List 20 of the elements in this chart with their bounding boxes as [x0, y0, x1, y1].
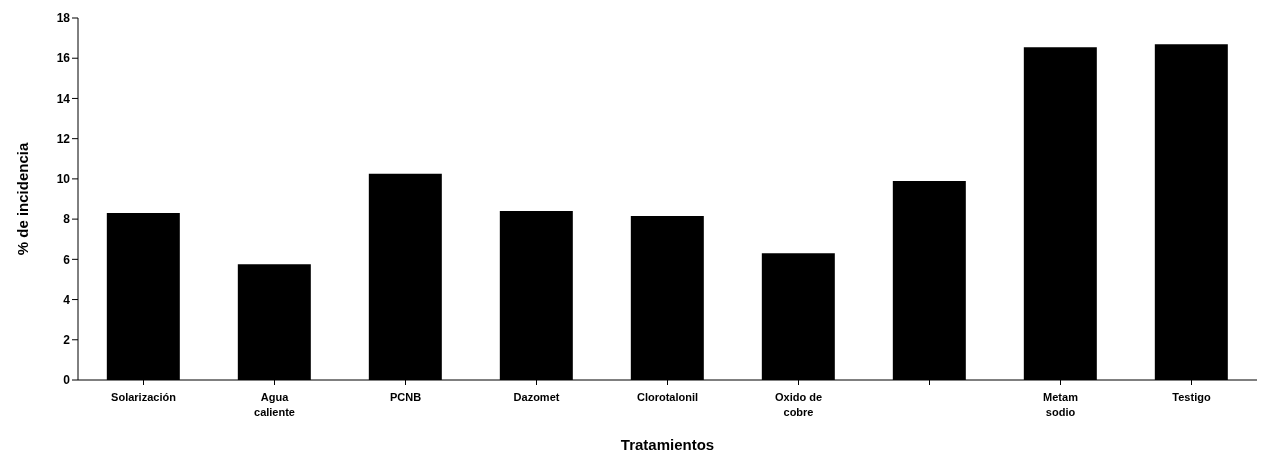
- x-tick-label: Oxido de cobre: [774, 391, 823, 418]
- y-tick-label: 14: [56, 91, 71, 106]
- x-axis-title: Tratamientos: [620, 436, 715, 453]
- y-tick-label: 0: [63, 373, 71, 388]
- y-tick-label: 2: [63, 333, 71, 348]
- x-tick-label: Solarización: [111, 391, 177, 403]
- y-tick-label: 6: [63, 252, 71, 267]
- x-tick-label: PCNB: [389, 391, 422, 403]
- y-tick-label: 12: [56, 131, 71, 146]
- x-tick-label: Clorotalonil: [636, 391, 699, 403]
- y-tick-label: 8: [63, 212, 71, 227]
- x-tick-label: Dazomet: [513, 391, 560, 403]
- y-tick-label: 4: [63, 292, 71, 307]
- x-tick-label: Agua caliente: [254, 391, 295, 418]
- y-tick-label: 18: [56, 11, 71, 26]
- y-tick-label: 10: [56, 172, 71, 187]
- y-tick-label: 16: [56, 51, 71, 66]
- x-tick-label: Testigo: [1172, 391, 1211, 403]
- x-tick-label: Metam sodio: [1043, 391, 1079, 418]
- y-axis-title: % de incidencia: [14, 142, 32, 256]
